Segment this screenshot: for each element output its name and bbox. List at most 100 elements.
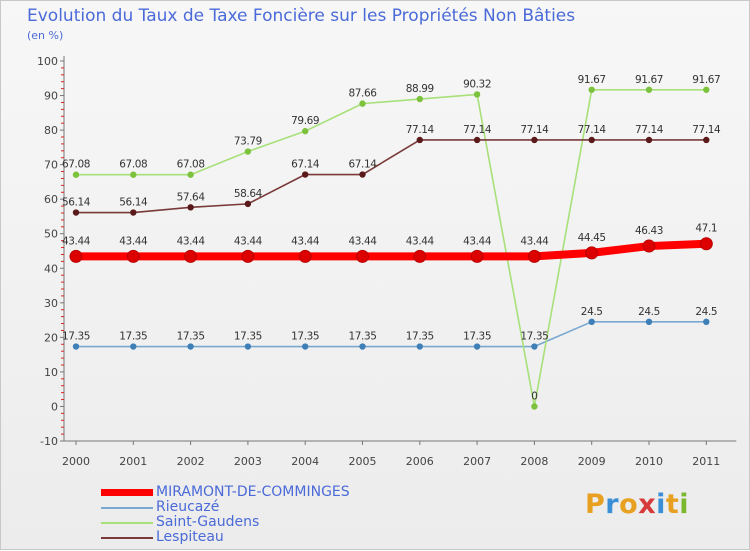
data-label: 43.44 xyxy=(62,235,91,247)
data-label: 88.99 xyxy=(406,83,434,95)
data-label: 67.08 xyxy=(177,159,205,171)
legend-label: MIRAMONT-DE-COMMINGES xyxy=(156,484,350,500)
data-label: 67.14 xyxy=(348,159,377,171)
y-tick-label: 70 xyxy=(44,159,58,172)
data-label: 79.69 xyxy=(291,115,319,127)
data-label: 17.35 xyxy=(177,331,205,343)
data-point xyxy=(359,343,366,350)
y-tick-label: 80 xyxy=(44,124,58,137)
y-tick-label: 40 xyxy=(44,262,58,275)
data-point xyxy=(473,136,481,144)
data-label: 77.14 xyxy=(692,124,721,136)
data-point xyxy=(588,318,595,326)
data-point xyxy=(130,209,137,216)
series-line-2 xyxy=(75,88,708,408)
x-tick-label: 2002 xyxy=(177,455,205,468)
data-label: 24.5 xyxy=(695,306,717,318)
logo-letter: i xyxy=(679,489,690,520)
chart-unit-label: (en %) xyxy=(27,29,64,42)
data-label: 43.44 xyxy=(177,235,206,247)
data-point xyxy=(588,86,595,93)
data-point xyxy=(645,86,653,93)
data-point xyxy=(699,237,713,251)
data-point xyxy=(413,249,427,263)
data-point xyxy=(642,239,656,253)
x-tick-label: 2009 xyxy=(578,455,606,468)
data-point xyxy=(298,249,312,263)
data-point xyxy=(470,249,484,263)
data-point xyxy=(187,204,194,211)
data-label: 90.32 xyxy=(463,78,491,90)
data-point xyxy=(531,403,538,410)
data-label: 43.44 xyxy=(291,235,320,247)
data-label: 77.14 xyxy=(463,124,492,136)
data-point xyxy=(645,136,653,144)
data-point xyxy=(531,343,538,350)
x-tick-label: 2007 xyxy=(463,455,491,468)
logo-letter: x xyxy=(638,489,657,520)
legend-label: Rieucazé xyxy=(156,499,220,515)
legend-swatch xyxy=(101,522,153,524)
logo-letter: P xyxy=(585,489,606,520)
data-label: 46.43 xyxy=(635,225,663,237)
data-point xyxy=(588,136,595,144)
logo-letter: r xyxy=(605,489,620,520)
data-label: 17.35 xyxy=(406,331,434,343)
data-label: 17.35 xyxy=(463,331,491,343)
logo-letter: i xyxy=(656,489,666,520)
data-point xyxy=(531,136,538,144)
data-label: 91.67 xyxy=(635,74,663,86)
data-point xyxy=(585,246,599,260)
chart-title: Evolution du Taux de Taxe Foncière sur l… xyxy=(27,6,576,26)
data-point xyxy=(187,343,194,350)
x-tick-label: 2005 xyxy=(349,455,377,468)
y-tick-label: 60 xyxy=(44,193,58,206)
y-tick-label: -10 xyxy=(40,435,58,448)
data-label: 43.44 xyxy=(348,235,377,247)
x-tick-label: 2000 xyxy=(62,455,90,468)
data-point xyxy=(356,249,369,263)
data-point xyxy=(302,127,309,135)
data-label: 24.5 xyxy=(638,306,660,318)
proxiti-logo: Proxiti xyxy=(585,489,689,520)
data-point xyxy=(359,100,366,107)
y-tick-label: 30 xyxy=(44,297,58,310)
data-point xyxy=(416,95,423,103)
data-label: 56.14 xyxy=(62,197,91,209)
data-label: 17.35 xyxy=(348,331,376,343)
data-point xyxy=(130,171,137,178)
data-point xyxy=(241,249,255,263)
data-point xyxy=(184,249,198,263)
data-point xyxy=(130,343,137,350)
legend-swatch xyxy=(101,507,153,509)
data-label: 17.35 xyxy=(291,331,319,343)
y-tick-label: 90 xyxy=(44,90,58,103)
x-tick-label: 2006 xyxy=(406,455,434,468)
data-point xyxy=(703,136,710,144)
data-label: 58.64 xyxy=(234,188,263,200)
data-label: 17.35 xyxy=(119,331,147,343)
data-point xyxy=(416,136,423,144)
data-point xyxy=(645,318,653,326)
data-point xyxy=(187,171,194,178)
data-point xyxy=(69,249,83,263)
data-label: 67.08 xyxy=(62,159,90,171)
data-label: 43.44 xyxy=(406,235,435,247)
legend-swatch xyxy=(101,537,153,539)
data-point xyxy=(703,86,710,93)
data-label: 43.44 xyxy=(463,235,492,247)
data-point xyxy=(72,209,80,216)
data-label: 24.5 xyxy=(581,306,603,318)
data-point xyxy=(703,318,710,326)
series-line-0 xyxy=(72,239,711,261)
x-tick-label: 2010 xyxy=(635,455,663,468)
data-label: 77.14 xyxy=(406,124,435,136)
data-point xyxy=(72,343,80,350)
x-tick-label: 2003 xyxy=(234,455,262,468)
data-label: 73.79 xyxy=(234,136,262,148)
data-point xyxy=(302,343,309,350)
logo-letter: o xyxy=(619,489,639,520)
logo-letter: t xyxy=(665,489,680,520)
